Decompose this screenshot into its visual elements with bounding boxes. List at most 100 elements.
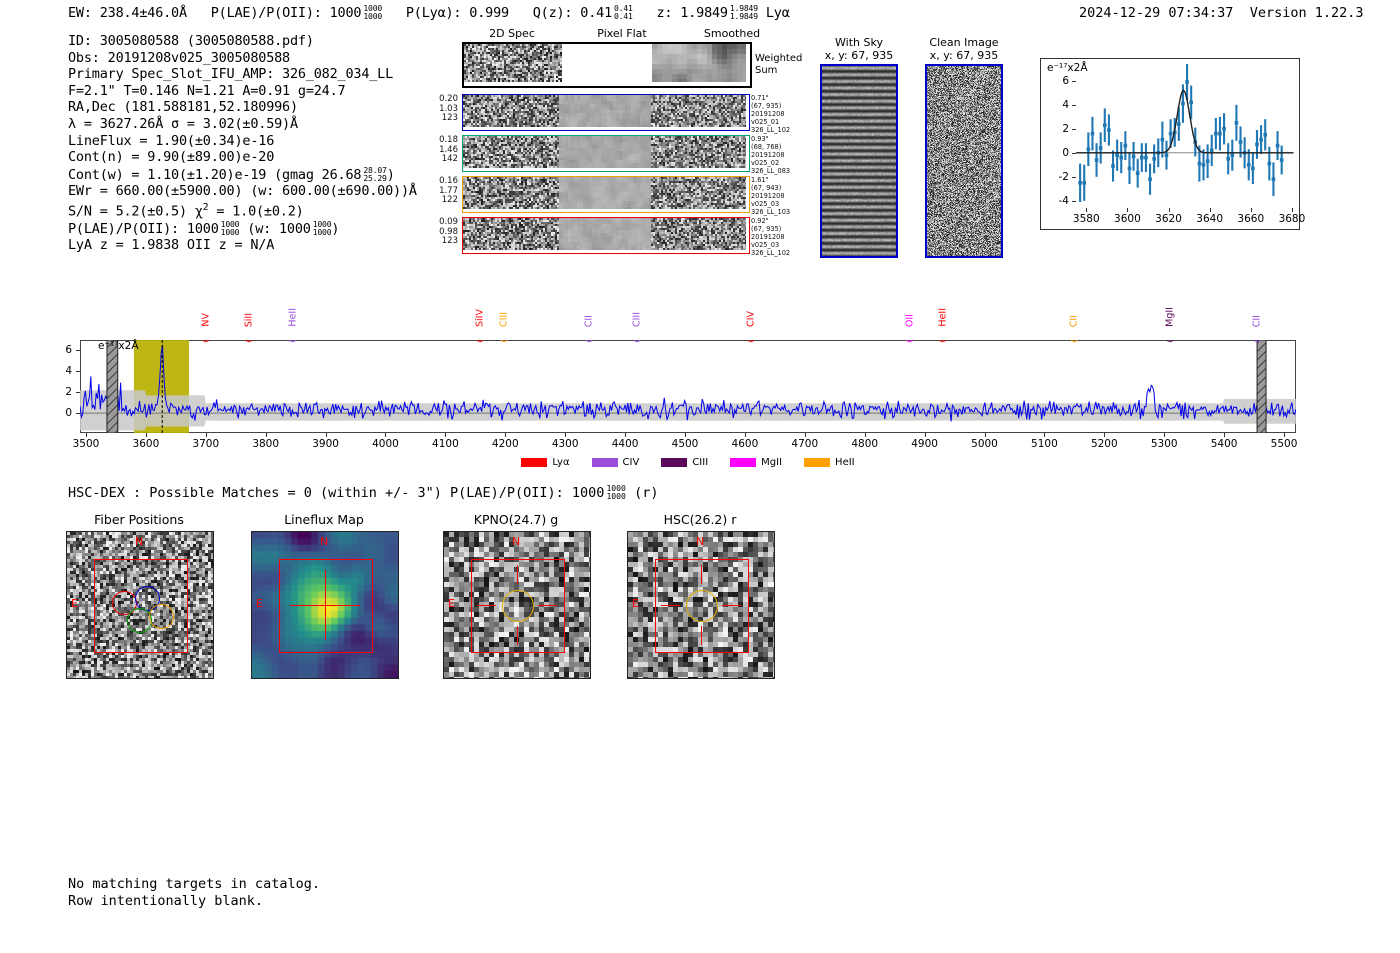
line-marker-bracket-icon: ⏟ <box>1071 329 1078 342</box>
cutout-fov-box <box>94 559 188 653</box>
sky-panel-coords: x, y: 67, 935 <box>929 49 999 62</box>
cutout-ytick-mark <box>443 605 444 606</box>
strip-meta-3: v025_01 <box>751 118 780 127</box>
cutout-title: HSC(26.2) r <box>663 512 737 527</box>
weighted-sum-smoothed <box>652 44 746 86</box>
cutout-ytick-mark <box>443 635 444 636</box>
cutout-ytick-mark <box>251 544 252 545</box>
lineplot-ytick-mark <box>1072 104 1076 106</box>
fiber-strip <box>462 135 750 172</box>
strip-meta-0: 0.93" <box>751 135 769 143</box>
lineplot-ytick-mark <box>1072 200 1076 202</box>
strip-left-value-0: 0.18 <box>439 135 458 145</box>
spectrum-xtick: 4300 <box>551 438 579 450</box>
line-marker-OII: OII ⏟ <box>904 314 915 342</box>
strip-smoothed <box>651 95 746 130</box>
info-cont-w: Cont(w) = 1.10(±1.20)e-19 (gmag 26.68 28.… <box>68 164 395 183</box>
cutout-xtick-mark <box>201 678 202 679</box>
strip-left-value-1: 0.98 <box>439 226 458 237</box>
lineplot-ytick: 4 <box>1062 98 1069 111</box>
legend-item-CIII: CIII <box>661 457 708 468</box>
spectrum-unit-label: e⁻¹⁷x2Å <box>98 340 139 352</box>
cutout-ytick-mark <box>66 635 67 636</box>
legend-label: MgII <box>761 457 783 468</box>
object-info-block: ID: 3005080588 (3005080588.pdf) Obs: 201… <box>68 33 417 254</box>
cutout-title: Lineflux Map <box>284 512 364 527</box>
info-plae: P(LAE)/P(OII): 1000 1000 1000 (w: 1000 1000… <box>68 218 340 238</box>
cutout-ytick-mark <box>627 544 628 545</box>
col-title-2dspec: 2D Spec <box>489 27 535 40</box>
spectrum-ytick-mark <box>76 392 80 394</box>
spectrum-ytick: 4 <box>65 365 72 378</box>
strip-left-values: 0.20 1.03 123 <box>424 94 458 124</box>
strip-meta-3: v025_02 <box>751 159 780 168</box>
lineplot-canvas <box>1076 64 1294 202</box>
legend-label: Lyα <box>552 457 570 468</box>
cutout-ytick-mark <box>443 575 444 576</box>
lineplot-xtick: 3580 <box>1072 213 1100 225</box>
crosshair-horizontal <box>538 604 557 606</box>
cutout-fov-box <box>471 559 565 653</box>
cutout-ytick-mark <box>66 575 67 576</box>
cutout-ytick-mark <box>627 635 628 636</box>
fiber-strip <box>462 217 750 254</box>
strip-meta-3: v025_03 <box>751 241 780 250</box>
spectrum-xtick-mark <box>385 433 387 437</box>
hscdex-summary: HSC-DEX : Possible Matches = 0 (within +… <box>68 483 659 502</box>
cutout-ytick-mark <box>627 575 628 576</box>
spectrum-xtick: 3500 <box>72 438 100 450</box>
strip-left-value-2: 123 <box>441 113 458 124</box>
sky-panel-title: Clean Image <box>929 36 999 49</box>
cutout-xtick-mark <box>355 678 356 679</box>
photometry-aperture-circle <box>685 589 719 623</box>
cutout-xtick-mark <box>547 678 548 679</box>
line-marker-MgII: MgII ⏟ <box>1165 307 1176 342</box>
spectrum-ytick-mark <box>76 413 80 415</box>
sky-panel-image <box>925 64 1003 258</box>
east-label: E <box>448 597 455 610</box>
photometry-aperture-circle <box>501 589 535 623</box>
spectrum-xtick: 4500 <box>671 438 699 450</box>
timestamp: 2024-12-29 07:34:37 <box>1079 5 1234 21</box>
line-marker-bracket-icon: ⏟ <box>939 329 946 342</box>
line-marker-label: NV <box>200 313 212 327</box>
strip-smoothed <box>651 218 746 253</box>
spectrum-xtick: 5200 <box>1090 438 1118 450</box>
spectrum-xtick-mark <box>1284 433 1286 437</box>
cutout-xtick-mark <box>517 678 518 679</box>
cutout-panel-2: KPNO(24.7) gNE-4-2024-4-2024m:24.7 rc:1.… <box>443 512 591 679</box>
legend-swatch <box>521 458 548 467</box>
legend-item-Lyα: Lyα <box>521 457 570 468</box>
line-marker-bracket-icon: ⏟ <box>1253 329 1261 342</box>
strip-left-value-1: 1.46 <box>439 144 458 155</box>
spectrum-ytick: 0 <box>65 407 72 420</box>
strip-pixelflat <box>559 136 651 171</box>
lineplot-ytick-mark <box>1072 152 1076 154</box>
info-line: Primary Spec_Slot_IFU_AMP: 326_082_034_L… <box>68 66 394 83</box>
east-label: E <box>632 597 639 610</box>
header-plae-label: P(LAE)/P(OII): 1000 <box>210 4 362 21</box>
line-marker-bracket-icon: ⏟ <box>906 329 913 342</box>
lineplot-xtick-mark <box>1168 208 1170 212</box>
north-label: N <box>320 535 329 548</box>
cutout-xtick-mark <box>671 678 672 679</box>
full-spectrum-plot: e⁻¹⁷x2Å 0 2 4 6 3500 3600 3700 3800 3900 4000 4100… <box>65 340 1297 450</box>
spectrum-xtick: 5400 <box>1210 438 1238 450</box>
strip-right-meta: 0.93" (68, 768) 20191208 v025_02 326_LL_083 <box>751 135 811 175</box>
line-marker-label: CII <box>583 314 595 327</box>
line-marker-CIV: CIV ⏟ <box>745 311 756 341</box>
strip-smoothed <box>651 136 746 171</box>
header-meta: 2024-12-29 07:34:37 Version 1.22.3 <box>1079 5 1364 21</box>
strip-left-values: 0.18 1.46 142 <box>424 135 458 165</box>
strip-left-values: 0.16 1.77 122 <box>424 176 458 206</box>
cutout-ytick-mark <box>251 605 252 606</box>
spectrum-legend: Lyα CIV CIII MgII HeII <box>80 452 1296 471</box>
line-marker-CIII: CIII ⏟ <box>499 312 510 341</box>
line-marker-bracket-icon: ⏟ <box>1166 329 1174 342</box>
spectrum-xtick-mark <box>1164 433 1166 437</box>
crosshair-vertical <box>700 565 702 584</box>
cutout-xtick-mark <box>140 678 141 679</box>
spectrum-xtick-mark <box>685 433 686 437</box>
north-label: N <box>512 535 521 548</box>
